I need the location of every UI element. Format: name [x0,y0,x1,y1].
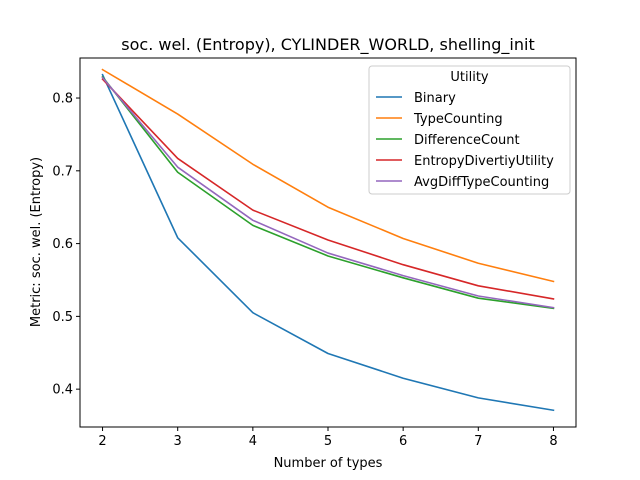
data-point [102,74,104,76]
x-axis-label: Number of types [274,456,383,471]
chart-title: soc. wel. (Entropy), CYLINDER_WORLD, she… [121,35,534,55]
data-point [102,69,104,71]
series-line-3 [101,77,555,300]
data-point [252,209,254,211]
y-tick-label: 0.7 [52,164,73,179]
data-point [102,77,104,79]
data-point [177,237,179,239]
legend-label: EntropyDivertiyUtility [414,154,554,169]
legend-label: TypeCounting [413,112,503,127]
y-tick-label: 0.4 [52,383,73,398]
x-tick-label: 2 [98,434,106,449]
data-point [177,166,179,168]
data-point [252,312,254,314]
data-point [402,277,404,279]
data-point [177,171,179,173]
data-point [177,158,179,160]
data-point [252,220,254,222]
data-point [327,239,329,241]
legend-label: DifferenceCount [414,133,520,148]
data-point [402,238,404,240]
data-point [553,281,555,283]
legend-box [368,65,571,195]
data-point [327,206,329,208]
data-point [553,298,555,300]
data-point [402,377,404,379]
data-point [402,264,404,266]
data-point [478,285,480,287]
data-point [177,113,179,115]
series-line-0 [101,73,555,412]
data-point [553,307,555,309]
x-tick-label: 7 [474,434,482,449]
data-point [402,275,404,277]
legend: Utility Binary TypeCounting DifferenceCount… [368,65,571,195]
data-point [327,353,329,355]
data-point [478,262,480,264]
x-tick-label: 6 [399,434,407,449]
plot-area: 2 3 4 5 6 7 8 0.4 0.5 0.6 0.7 0.8 [52,57,577,449]
data-point [327,252,329,254]
series-line-4 [101,76,555,309]
x-tick-label: 5 [324,434,332,449]
legend-label: AvgDiffTypeCounting [414,175,549,190]
series-line-1 [101,68,555,283]
data-point [478,297,480,299]
y-axis-label: Metric: soc. wel. (Entropy) [29,157,44,327]
legend-title: Utility [450,70,489,85]
x-tick-label: 3 [174,434,182,449]
data-point [478,295,480,297]
data-point [327,255,329,257]
x-tick-label: 8 [549,434,557,449]
data-point [252,163,254,165]
data-point [252,225,254,227]
y-tick-label: 0.5 [52,310,73,325]
data-point [478,397,480,399]
legend-label: Binary [414,91,456,106]
y-tick-label: 0.6 [52,237,73,252]
data-point [553,409,555,411]
x-tick-label: 4 [249,434,257,449]
y-tick-label: 0.8 [52,92,73,107]
series-line-2 [101,75,555,310]
